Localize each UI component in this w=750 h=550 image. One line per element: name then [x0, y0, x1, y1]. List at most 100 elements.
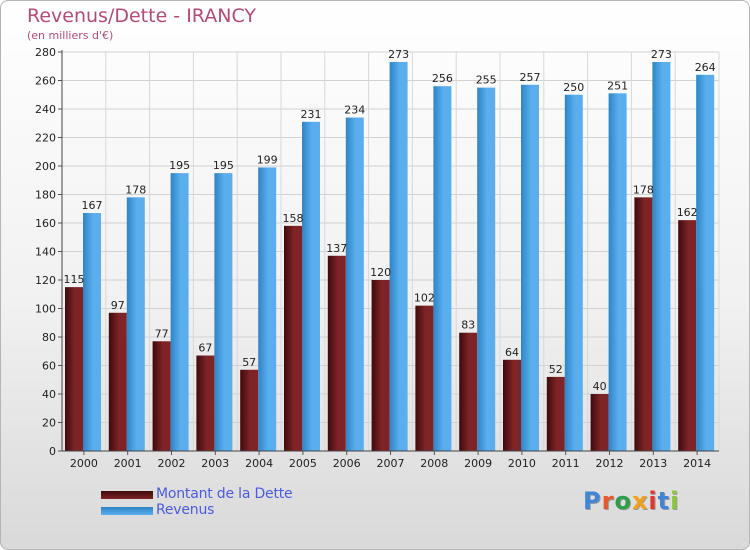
y-tick-label: 80	[42, 331, 56, 344]
y-tick-label: 120	[35, 274, 56, 287]
x-tick-label: 2013	[639, 457, 667, 470]
data-label: 97	[111, 299, 125, 312]
x-tick-label: 2000	[70, 457, 98, 470]
bar-revenus	[302, 121, 320, 451]
bar-revenus	[477, 87, 496, 451]
x-tick-label: 2011	[552, 457, 580, 470]
bar-dette	[678, 220, 697, 451]
data-label: 250	[563, 81, 584, 94]
bar-revenus	[608, 93, 627, 451]
bar-dette	[240, 369, 259, 451]
data-label: 257	[520, 71, 541, 84]
bar-dette	[546, 376, 565, 451]
bar-dette	[371, 280, 390, 451]
bar-revenus	[389, 61, 408, 451]
y-tick-label: 200	[35, 160, 56, 173]
data-label: 195	[213, 159, 234, 172]
x-tick-label: 2006	[333, 457, 361, 470]
data-label: 234	[344, 104, 365, 117]
x-tick-label: 2007	[377, 457, 405, 470]
data-label: 115	[64, 273, 85, 286]
bar-dette	[196, 355, 215, 451]
data-label: 120	[370, 266, 391, 279]
bar-dette	[459, 332, 478, 451]
data-label: 77	[155, 327, 169, 340]
y-tick-label: 220	[35, 132, 56, 145]
data-label: 102	[414, 292, 435, 305]
data-label: 231	[301, 108, 322, 121]
bar-dette	[152, 341, 171, 451]
data-label: 251	[607, 79, 628, 92]
bar-revenus	[696, 74, 715, 452]
bars	[65, 61, 715, 452]
y-tick-label: 240	[35, 103, 56, 116]
data-label: 40	[593, 380, 607, 393]
bar-revenus	[521, 84, 539, 452]
data-label: 256	[432, 72, 453, 85]
y-tick-label: 40	[42, 388, 56, 401]
bar-dette	[503, 359, 521, 451]
data-label: 57	[242, 356, 256, 369]
bar-revenus	[433, 86, 452, 451]
bar-revenus	[170, 173, 189, 451]
proxiti-logo: Proxiti	[583, 487, 680, 515]
data-label: 52	[549, 363, 563, 376]
bar-revenus	[83, 213, 101, 451]
bar-dette	[327, 255, 346, 451]
x-tick-label: 2003	[201, 457, 229, 470]
data-label: 83	[461, 319, 475, 332]
x-tick-label: 2004	[245, 457, 273, 470]
data-label: 199	[257, 153, 278, 166]
x-tick-label: 2002	[158, 457, 186, 470]
legend-label-revenus: Revenus	[156, 502, 215, 518]
axes: 0 20 40 60 80 100 120 140 160 180 200 220 240 260 280 2…	[35, 46, 719, 470]
y-tick-label: 60	[42, 360, 56, 373]
data-label: 137	[326, 242, 347, 255]
x-tick-label: 2005	[289, 457, 317, 470]
bar-dette	[65, 287, 83, 451]
data-label: 167	[82, 199, 103, 212]
value-labels: 115 167 97 178 77 195 67 195 57 199 158 231 137 234 12…	[64, 48, 716, 393]
bar-dette	[108, 312, 127, 451]
y-tick-label: 20	[42, 417, 56, 430]
bar-revenus	[345, 117, 364, 452]
chart-subtitle: (en milliers d'€)	[27, 29, 114, 42]
data-label: 255	[476, 74, 497, 87]
bar-dette	[590, 394, 609, 451]
data-label: 64	[505, 346, 519, 359]
y-tick-label: 0	[49, 445, 56, 458]
x-tick-label: 2009	[464, 457, 492, 470]
data-label: 273	[388, 48, 409, 61]
data-label: 67	[198, 342, 212, 355]
legend-swatch-dette	[101, 491, 153, 499]
legend-swatch-revenus	[101, 507, 153, 515]
x-tick-label: 2010	[508, 457, 536, 470]
data-label: 273	[651, 48, 672, 61]
y-tick-label: 180	[35, 189, 56, 202]
bar-dette	[415, 305, 434, 451]
data-label: 162	[677, 206, 698, 219]
x-tick-label: 2014	[683, 457, 711, 470]
x-tick-label: 2012	[596, 457, 624, 470]
data-label: 158	[283, 212, 304, 225]
x-tick-label: 2008	[420, 457, 448, 470]
data-label: 195	[169, 159, 190, 172]
bar-revenus	[652, 61, 671, 451]
bar-revenus	[214, 173, 233, 451]
bar-revenus	[564, 94, 583, 451]
y-tick-label: 160	[35, 217, 56, 230]
y-tick-label: 140	[35, 246, 56, 259]
bar-revenus	[258, 167, 277, 452]
y-tick-label: 280	[35, 46, 56, 59]
legend-label-dette: Montant de la Dette	[156, 486, 293, 502]
y-tick-label: 100	[35, 303, 56, 316]
x-tick-label: 2001	[114, 457, 142, 470]
data-label: 178	[633, 183, 654, 196]
data-label: 264	[695, 61, 716, 74]
chart-title: Revenus/Dette - IRANCY	[27, 5, 256, 27]
bar-revenus	[126, 197, 145, 451]
bar-dette	[284, 225, 302, 451]
bar-dette	[634, 197, 653, 451]
